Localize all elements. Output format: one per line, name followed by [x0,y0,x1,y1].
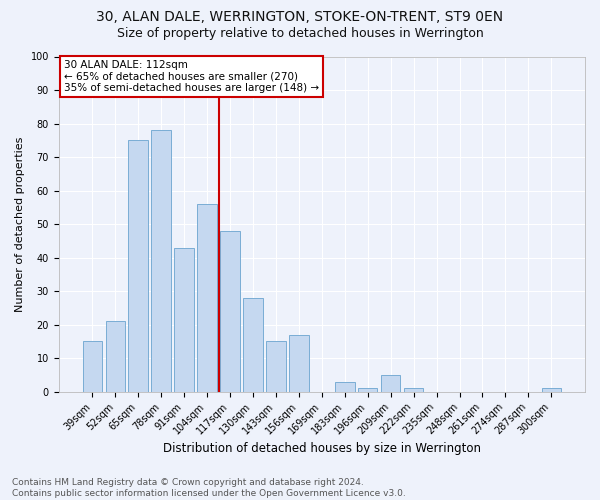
Bar [381,375,400,392]
Bar [358,388,377,392]
Bar [106,322,125,392]
X-axis label: Distribution of detached houses by size in Werrington: Distribution of detached houses by size … [163,442,481,455]
Bar [83,342,102,392]
Bar [151,130,171,392]
Bar [197,204,217,392]
Text: Size of property relative to detached houses in Werrington: Size of property relative to detached ho… [116,28,484,40]
Bar [266,342,286,392]
Bar [289,334,308,392]
Bar [243,298,263,392]
Bar [220,231,240,392]
Bar [542,388,561,392]
Bar [335,382,355,392]
Bar [128,140,148,392]
Text: 30 ALAN DALE: 112sqm
← 65% of detached houses are smaller (270)
35% of semi-deta: 30 ALAN DALE: 112sqm ← 65% of detached h… [64,60,319,93]
Text: 30, ALAN DALE, WERRINGTON, STOKE-ON-TRENT, ST9 0EN: 30, ALAN DALE, WERRINGTON, STOKE-ON-TREN… [97,10,503,24]
Bar [175,248,194,392]
Text: Contains HM Land Registry data © Crown copyright and database right 2024.
Contai: Contains HM Land Registry data © Crown c… [12,478,406,498]
Y-axis label: Number of detached properties: Number of detached properties [15,136,25,312]
Bar [404,388,424,392]
